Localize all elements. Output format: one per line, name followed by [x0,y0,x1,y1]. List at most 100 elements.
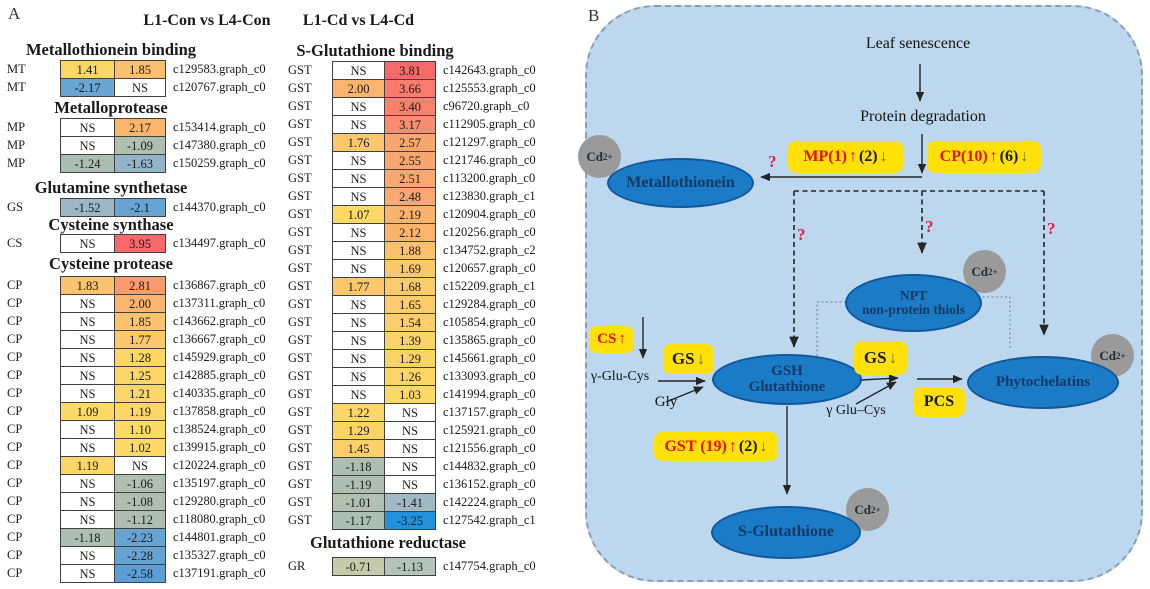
transcript-id: c152209.graph_c1 [443,279,536,293]
gene-label: CP [7,278,23,292]
value-cell-cd: 1.68 [384,277,436,296]
transcript-id: c134497.graph_c0 [173,236,266,250]
node-s-glutathione: S-Glutathione [711,506,861,559]
table-row: CP 1.83 2.81 c136867.graph_c0 [7,276,266,295]
value-cell-con: NS [60,564,115,583]
gene-label: GST [288,99,312,113]
value-cell-con: 1.83 [60,276,115,295]
value-cell-con: NS [332,151,385,170]
node-gsh-glutathione: GSH Glutathione [712,354,862,405]
value-cell-con: NS [60,474,115,493]
table-row: CP NS -1.08 c129280.graph_c0 [7,492,266,511]
table-row: CP NS -1.06 c135197.graph_c0 [7,474,266,493]
value-cell-cd: 3.40 [384,97,436,116]
value-cell-cd: 1.65 [384,295,436,314]
value-cell-cd: NS [384,457,436,476]
value-cell-con: 1.77 [332,277,385,296]
table-row: MP -1.24 -1.63 c150259.graph_c0 [7,154,266,173]
table-row: GST 1.29 NS c125921.graph_c0 [288,421,536,440]
node-phytochelatins: Phytochelatins [967,356,1119,409]
gene-label: GST [288,153,312,167]
value-cell-cd: NS [384,403,436,422]
table-row: GST 1.07 2.19 c120904.graph_c0 [288,205,536,224]
table-row: CP NS 1.21 c140335.graph_c0 [7,384,266,403]
transcript-id: c137191.graph_c0 [173,566,266,580]
gene-label: GST [288,243,312,257]
value-cell-cd: -2.58 [114,564,166,583]
gene-label: GST [288,63,312,77]
transcript-id: c121556.graph_c0 [443,441,536,455]
gene-label: MP [7,138,26,152]
value-cell-cd: 1.26 [384,367,436,386]
question-mark-npt: ? [925,217,934,236]
label-gamma-glu-cys-left: γ-Glu-Cys [590,369,650,384]
table-row: GST 2.00 3.66 c125553.graph_c0 [288,79,536,98]
value-cell-cd: 3.66 [384,79,436,98]
gene-label: GR [288,559,306,573]
value-cell-con: NS [60,234,115,253]
down-arrow-icon: ↓ [888,348,898,367]
transcript-id: c144801.graph_c0 [173,530,266,544]
table-row: GST -1.01 -1.41 c142224.graph_c0 [288,493,536,512]
gene-label: GST [288,207,312,221]
value-cell-con: NS [332,223,385,242]
enzyme-label: GST (19) [664,437,727,455]
value-cell-cd: NS [114,78,166,97]
transcript-id: c143662.graph_c0 [173,314,266,328]
gene-label: GST [288,297,312,311]
value-cell-con: 2.00 [332,79,385,98]
gene-label: CP [7,440,23,454]
value-cell-cd: 1.85 [114,312,166,331]
value-cell-cd: 3.95 [114,234,166,253]
gene-label: CP [7,386,23,400]
table-row: GST NS 3.81 c142643.graph_c0 [288,61,536,80]
value-cell-cd: NS [384,439,436,458]
gene-label: CP [7,566,23,580]
value-cell-con: NS [332,313,385,332]
transcript-id: c138524.graph_c0 [173,422,266,436]
gene-label: GST [288,423,312,437]
value-cell-cd: 2.81 [114,276,166,295]
transcript-id: c123830.graph_c1 [443,189,536,203]
table-row: GS -1.52 -2.1 c144370.graph_c0 [7,198,266,217]
gene-label: GST [288,387,312,401]
transcript-id: c134752.graph_c2 [443,243,536,257]
value-cell-con: NS [332,97,385,116]
section-title: Glutamine synthetase [34,178,188,197]
enzyme-box-gst: GST (19) ↑ (2) ↓ [654,432,778,461]
enzyme-box-gs-left: GS ↓ [663,344,714,374]
gene-label: CP [7,422,23,436]
value-cell-con: 1.29 [332,421,385,440]
enzyme-label: GS [863,348,887,367]
gene-label: MP [7,156,26,170]
column-header-con: L1-Con vs L4-Con [143,12,271,29]
value-cell-con: NS [332,349,385,368]
transcript-id: c129280.graph_c0 [173,494,266,508]
section-title: S-Glutathione binding [296,41,454,60]
transcript-id: c141994.graph_c0 [443,387,536,401]
gene-label: CP [7,314,23,328]
transcript-id: c153414.graph_c0 [173,120,266,134]
gene-label: GST [288,441,312,455]
table-row: GST NS 1.88 c134752.graph_c2 [288,241,536,260]
value-cell-con: NS [60,366,115,385]
gene-label: GST [288,351,312,365]
value-cell-cd: 1.54 [384,313,436,332]
enzyme-box-cs: CS ↑ [589,326,634,353]
section-title: Metallothionein binding [25,40,197,59]
table-row: GST NS 1.65 c129284.graph_c0 [288,295,536,314]
value-cell-con: NS [60,438,115,457]
transcript-id: c142643.graph_c0 [443,63,536,77]
gene-label: GST [288,459,312,473]
transcript-id: c113200.graph_c0 [443,171,536,185]
transcript-id: c137157.graph_c0 [443,405,536,419]
node-label: non-protein thiols [862,302,965,317]
up-arrow-icon: ↑ [618,331,626,347]
enzyme-label: PCS [923,393,955,410]
value-cell-cd: 1.69 [384,259,436,278]
value-cell-con: NS [332,367,385,386]
up-arrow-icon: ↑ [728,437,737,455]
transcript-id: c142224.graph_c0 [443,495,536,509]
value-cell-con: NS [60,384,115,403]
